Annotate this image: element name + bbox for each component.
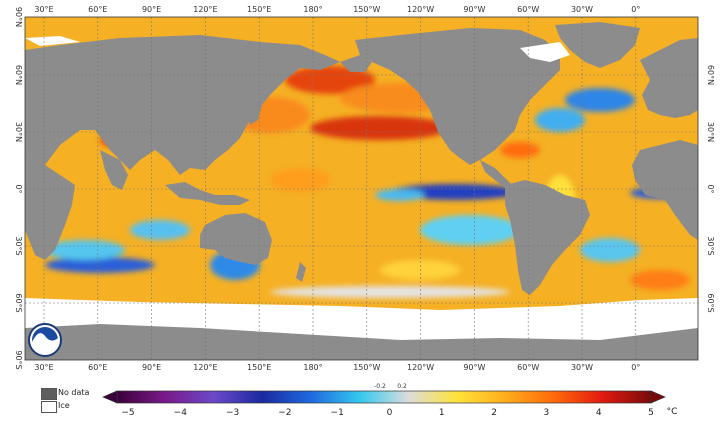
colorbar-small-tick-pos: 0.2 [397,383,407,390]
lat-label-left: 30°N [14,122,23,142]
colorbar-tick-label: −2 [278,408,291,418]
latitude-labels-left: 90°N 60°N 30°N 0° 30°S 60°S 90°S [14,7,23,370]
lon-label-top: 30°E [34,5,53,14]
lon-label-top: 180° [303,5,322,14]
colorbar-extend-low [102,390,118,404]
longitude-labels-bottom: 30°E 60°E 90°E 120°E 150°E 180° 150°W 120°W 90°W… [34,363,640,372]
lon-label-top: 150°W [353,5,380,14]
land-australia [200,213,272,265]
colorbar-unit: °C [667,407,678,417]
warm-anomaly-bering [285,66,375,94]
longitude-labels-top: 30°E 60°E 90°E 120°E 150°E 180° 150°W 120°W 90°W… [34,5,640,14]
lon-label-top: 90°E [142,5,161,14]
colorbar-tick-labels: −5 −4 −3 −2 −1 0 1 2 3 4 5 [121,408,654,418]
land-alaska [340,55,372,72]
land-indonesia [165,182,250,205]
land-europe [640,38,698,118]
colorbar-tick-label: 5 [648,408,654,418]
colorbar-tick-label: −4 [174,408,188,418]
legend-no-data-label: No data [58,388,90,397]
land-africa-west [632,140,698,240]
noaa-logo [28,323,62,357]
land-south-america [505,180,590,295]
lat-label-right: 0° [706,184,715,193]
map-panel [25,17,698,360]
lon-label-bottom: 180° [303,363,322,372]
colorbar-small-tick-neg: -0.2 [374,383,386,390]
legend-ice-label: Ice [58,401,70,410]
lat-label-right: 60°S [706,293,715,312]
colorbar-bar [116,390,652,404]
lat-label-right: 30°S [706,236,715,255]
lon-label-top: 90°W [463,5,485,14]
lon-label-bottom: 60°E [88,363,107,372]
cool-anomaly-north-atlantic [565,88,635,112]
lat-label-right: 30°N [706,122,715,142]
lon-label-top: 30°W [571,5,593,14]
land-africa [25,150,75,260]
lon-label-top: 0° [631,5,640,14]
colorbar: −5 −4 −3 −2 −1 0 1 2 3 4 5 -0.2 0.2 °C [102,383,678,418]
lon-label-bottom: 90°E [142,363,161,372]
colorbar-tick-label: 0 [387,408,393,418]
lat-label-left: 60°N [14,65,23,85]
colorbar-tick-label: 1 [439,408,445,418]
lat-label-right: 60°N [706,65,715,85]
land-north-america [355,28,560,165]
colorbar-tick-label: −5 [121,408,134,418]
lon-label-bottom: 60°W [517,363,539,372]
lon-label-top: 150°E [247,5,271,14]
land-greenland [555,22,640,68]
legend-ice-swatch [41,401,57,413]
lon-label-top: 60°W [517,5,539,14]
colorbar-tick-label: 4 [596,408,602,418]
lon-label-top: 60°E [88,5,107,14]
lon-label-top: 120°E [193,5,217,14]
sea-ice [25,36,698,340]
land-japan [248,100,262,125]
map-frame [24,16,699,361]
colorbar-tick-label: −3 [226,408,239,418]
colorbar-extend-high [650,390,666,404]
lon-label-bottom: 120°E [193,363,217,372]
land-new-zealand [296,262,306,282]
lat-label-left: 90°N [14,7,23,27]
lon-label-bottom: 0° [631,363,640,372]
lon-label-bottom: 150°E [247,363,271,372]
land-eurasia [25,35,340,175]
land-central-america [480,160,512,188]
lon-label-bottom: 120°W [407,363,434,372]
colorbar-tick-label: 3 [544,408,550,418]
colorbar-tick-label: 2 [491,408,497,418]
land-india [100,150,128,190]
latitude-labels-right: 60°N 30°N 0° 30°S 60°S [706,65,715,313]
graticule [25,17,698,360]
warm-anomaly-north-pacific [310,116,450,140]
lon-label-bottom: 30°E [34,363,53,372]
lon-label-top: 120°W [407,5,434,14]
lon-label-bottom: 150°W [353,363,380,372]
lon-label-bottom: 90°W [463,363,485,372]
lat-label-left: 0° [14,184,23,193]
lon-label-bottom: 30°W [571,363,593,372]
legend-no-data-swatch [41,388,57,400]
lat-label-left: 90°S [14,350,23,369]
colorbar-tick-label: −1 [331,408,344,418]
lat-label-left: 30°S [14,236,23,255]
cool-anomaly-south-indian [45,257,155,273]
lat-label-left: 60°S [14,293,23,312]
